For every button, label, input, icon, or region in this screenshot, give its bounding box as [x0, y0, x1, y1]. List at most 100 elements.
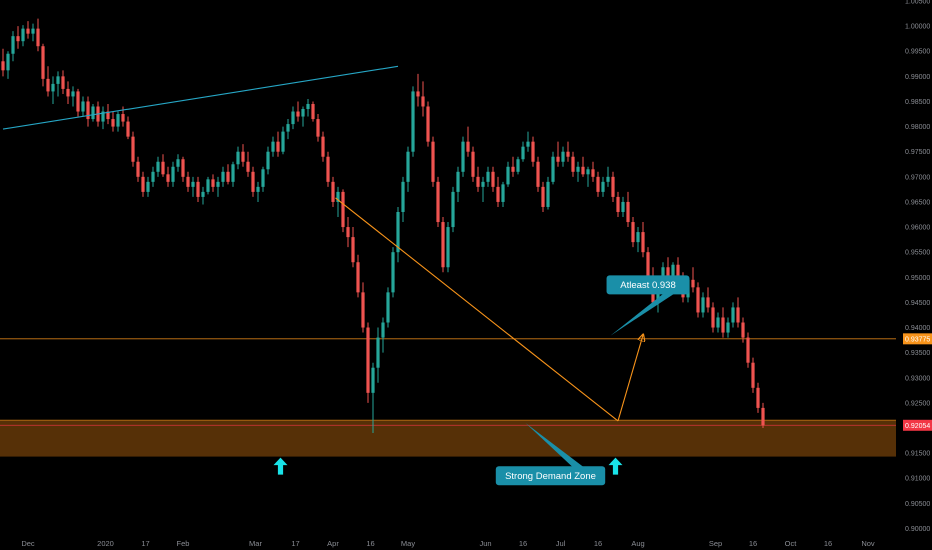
candle — [496, 176, 500, 207]
candle-body — [541, 186, 545, 207]
candle — [166, 166, 170, 187]
candle-body — [446, 227, 450, 268]
x-tick-label: May — [401, 539, 415, 548]
candle-body — [666, 267, 670, 283]
candle-body — [586, 169, 590, 175]
candle — [436, 176, 440, 228]
x-axis[interactable]: Dec 2020 17 Feb Mar 17 Apr 16 May Jun 16 Jul 16 Aug Se… — [21, 539, 875, 548]
candle-body — [161, 161, 165, 175]
candle — [696, 282, 700, 318]
price-tag-text: 0.93775 — [905, 336, 930, 343]
callout-box — [606, 275, 690, 295]
candle — [16, 26, 20, 49]
callout-text: Atleast 0.938 — [620, 280, 675, 291]
candle — [301, 106, 305, 127]
candle — [281, 126, 285, 155]
candle — [536, 156, 540, 192]
candle-body — [66, 88, 70, 97]
candle — [261, 166, 265, 192]
candle — [51, 76, 55, 104]
candle-body — [91, 106, 95, 120]
y-tick-label: 0.94000 — [905, 325, 930, 332]
callout-box — [495, 466, 606, 486]
candle — [381, 317, 385, 353]
annotations-layer: Atleast 0.938 Strong Demand Zone — [495, 275, 690, 486]
candle-body — [366, 327, 370, 393]
candle-body — [491, 171, 495, 187]
candle-body — [276, 141, 280, 152]
candle — [761, 402, 765, 428]
candle — [611, 171, 615, 202]
candle-body — [511, 166, 515, 172]
candle — [151, 166, 155, 187]
candle — [561, 146, 565, 167]
candle — [451, 186, 455, 233]
candle — [181, 156, 185, 182]
candle-body — [196, 181, 200, 197]
trendlines-layer — [2, 65, 643, 422]
candle — [371, 362, 375, 434]
candle-body — [41, 46, 45, 79]
candle-body — [521, 146, 525, 160]
demand-zone — [0, 420, 896, 457]
candle-body — [56, 76, 60, 84]
candle — [21, 25, 25, 47]
x-tick-label: Aug — [631, 539, 644, 548]
y-tick-label: 0.97000 — [905, 174, 930, 181]
candle — [66, 81, 70, 104]
candle-body — [636, 232, 640, 243]
candle-body — [676, 264, 680, 278]
candle — [241, 144, 245, 167]
candle — [226, 164, 230, 185]
candle — [541, 181, 545, 212]
y-axis[interactable]: 1.00500 1.00000 0.99500 0.99000 0.98500 0.980… — [896, 0, 932, 550]
candle-body — [581, 166, 585, 175]
candle-body — [181, 159, 185, 177]
x-tick-label: 16 — [594, 539, 602, 548]
candle — [446, 222, 450, 273]
candle-body — [301, 109, 305, 117]
candle-body — [726, 322, 730, 333]
candle-body — [26, 28, 30, 34]
y-tick-label: 0.92500 — [905, 400, 930, 407]
candle-body — [61, 76, 65, 89]
candle-body — [611, 176, 615, 197]
candle — [136, 156, 140, 182]
candle — [76, 88, 80, 117]
candle — [441, 217, 445, 273]
candle — [716, 312, 720, 333]
candle-body — [526, 141, 530, 147]
candle — [751, 357, 755, 393]
candle-body — [436, 181, 440, 223]
candle-body — [221, 171, 225, 182]
candle-body — [561, 151, 565, 162]
candle-body — [656, 287, 660, 303]
candle — [71, 86, 75, 107]
x-tick-label: Sep — [709, 539, 722, 548]
candle-body — [141, 176, 145, 192]
candle — [326, 151, 330, 187]
candle — [461, 136, 465, 177]
y-tick-label: 0.96500 — [905, 199, 930, 206]
candle — [551, 151, 555, 185]
candle — [366, 322, 370, 403]
candle — [566, 141, 570, 162]
candle-body — [751, 362, 755, 388]
candle — [256, 181, 260, 202]
candle — [356, 254, 360, 298]
y-tick-label: 0.91000 — [905, 476, 930, 483]
candle — [741, 317, 745, 343]
candle — [126, 116, 130, 140]
candle — [471, 146, 475, 182]
trendline-0 — [2, 65, 399, 130]
candle-body — [76, 91, 80, 112]
candle — [6, 51, 10, 79]
candle — [731, 302, 735, 328]
x-tick-label: 17 — [291, 539, 299, 548]
candle-body — [21, 28, 25, 42]
candle-body — [31, 28, 35, 34]
candle — [526, 131, 530, 152]
y-tick-label: 1.00000 — [905, 24, 930, 31]
candle-body — [396, 211, 400, 253]
